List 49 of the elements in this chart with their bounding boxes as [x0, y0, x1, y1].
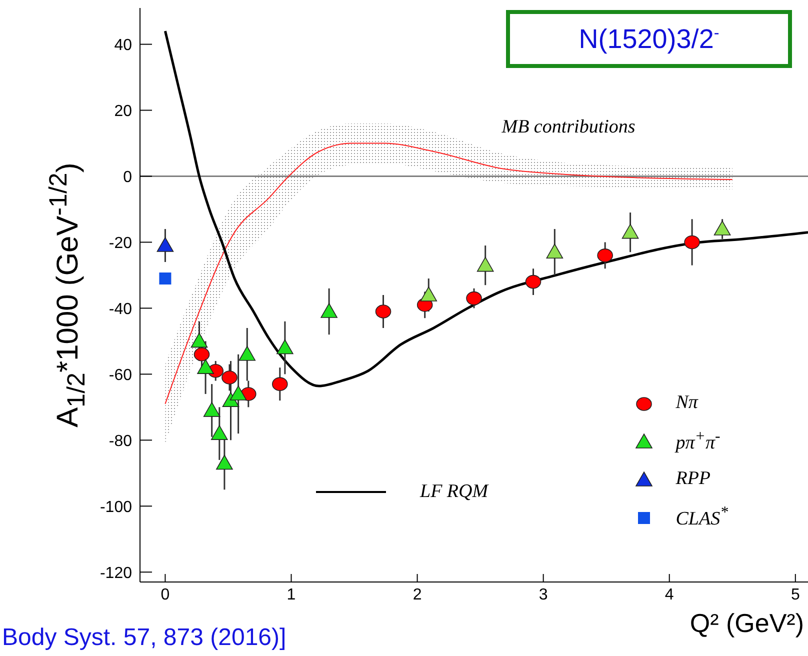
point: [466, 291, 482, 306]
text: Body Syst. 57, 873 (2016)]: [2, 624, 286, 652]
point: [546, 244, 564, 259]
y-tick-label: -100: [100, 498, 132, 516]
x-tick-label: 2: [412, 586, 422, 604]
legend-label: pπ$^{+}$π$^{-}$: [676, 428, 720, 454]
x-tick-label: 5: [790, 586, 800, 604]
y-tick-label: -20: [108, 234, 132, 252]
y-tick-label: -80: [108, 432, 132, 450]
point: [714, 220, 731, 236]
y-tick-label: 20: [114, 102, 132, 120]
point: [276, 339, 294, 354]
y-tick-label: -120: [100, 564, 132, 582]
y-tick-label: -40: [108, 300, 132, 318]
point: [476, 256, 494, 272]
point: [272, 377, 288, 391]
point: [211, 425, 228, 440]
point: [190, 332, 208, 348]
x-axis-title: Q² (GeV²): [690, 608, 804, 639]
y-tick-label: 40: [114, 36, 132, 54]
point: [597, 248, 613, 262]
point: [320, 303, 338, 318]
y-tick-label: -60: [108, 366, 132, 384]
point: [375, 304, 392, 318]
line-series: [164, 30, 808, 388]
series-label: MB contributions: [500, 116, 636, 138]
point: [159, 272, 172, 285]
point: [203, 402, 220, 417]
point: [622, 224, 639, 239]
text: N(1520)3/2$^{-}$: [578, 24, 720, 54]
point: [684, 235, 700, 250]
x-tick-label: 0: [160, 586, 170, 604]
point: [156, 237, 174, 252]
legend-label: LF RQM: [420, 481, 488, 503]
legend-label: Nπ: [676, 392, 698, 414]
x-tick-label: 1: [286, 586, 296, 604]
legend-label: CLAS$^{*}$: [676, 504, 728, 530]
legend-label: RPP: [676, 468, 711, 490]
point: [420, 286, 438, 302]
point: [216, 454, 233, 470]
x-tick-label: 4: [664, 586, 674, 604]
y-tick-label: 0: [123, 168, 132, 186]
point: [238, 346, 256, 361]
point: [525, 274, 542, 289]
point: [194, 347, 210, 362]
point: [197, 359, 214, 374]
point: [222, 370, 238, 384]
point: [230, 386, 247, 400]
x-tick-label: 3: [538, 586, 548, 604]
